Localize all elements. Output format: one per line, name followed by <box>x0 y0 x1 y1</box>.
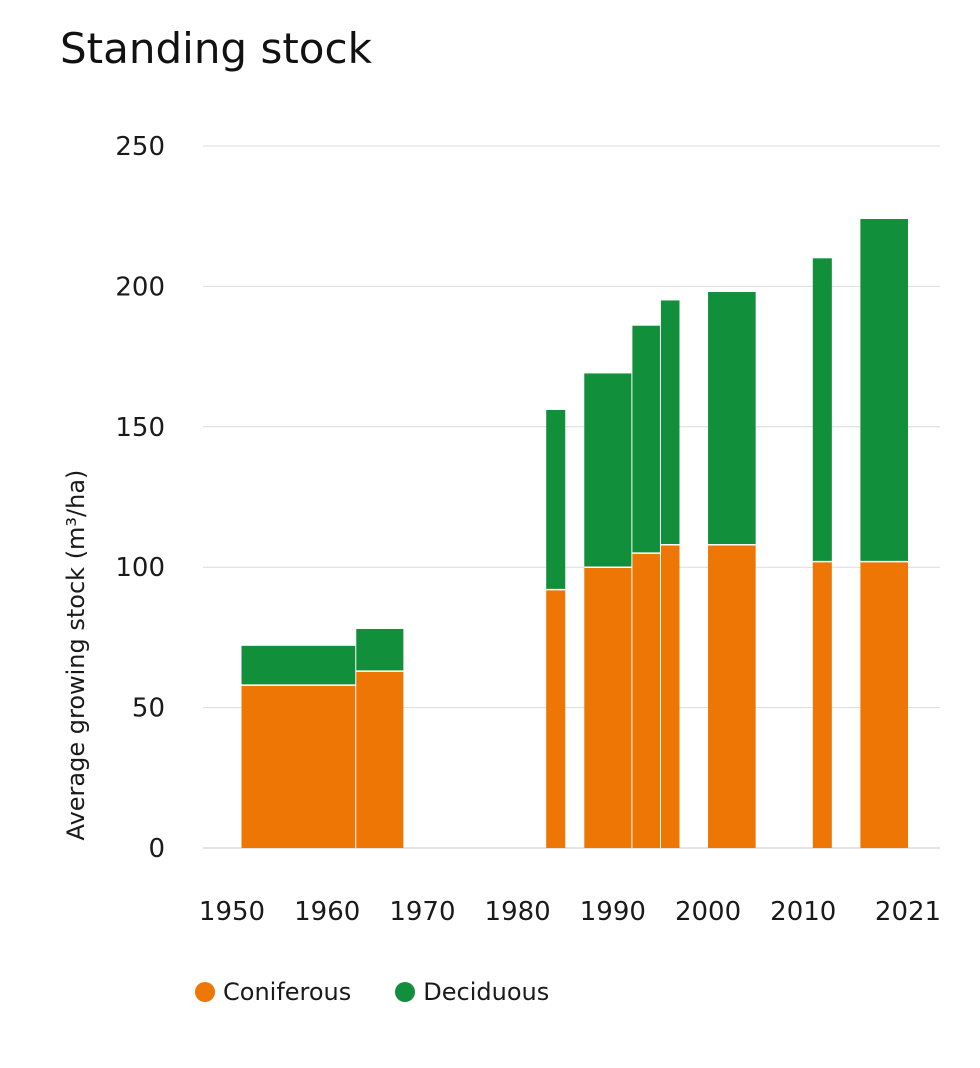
legend-swatch-coniferous <box>195 982 215 1002</box>
x-tick-label: 1990 <box>580 897 646 927</box>
x-tick-label: 2010 <box>770 897 836 927</box>
y-tick-label: 0 <box>148 834 165 864</box>
y-tick-label: 50 <box>132 694 165 724</box>
chart-title: Standing stock <box>60 24 372 73</box>
bar-deciduous-1 <box>355 628 404 672</box>
legend-label-coniferous: Coniferous <box>223 978 352 1006</box>
y-axis-title: Average growing stock (m³/ha) <box>62 470 90 841</box>
bar-deciduous-7 <box>812 258 832 562</box>
bar-coniferous-2 <box>546 589 566 848</box>
bar-coniferous-1 <box>355 671 404 848</box>
legend: Coniferous Deciduous <box>195 978 549 1006</box>
bar-deciduous-5 <box>660 300 680 545</box>
bar-deciduous-2 <box>546 409 566 590</box>
y-tick-label: 200 <box>115 272 165 302</box>
bar-deciduous-8 <box>860 219 908 562</box>
bar-deciduous-6 <box>708 292 756 545</box>
y-tick-labels: 0 50 100 150 200 250 <box>115 132 165 864</box>
bar-coniferous-4 <box>631 553 661 848</box>
x-tick-label: 2000 <box>675 897 741 927</box>
bar-deciduous-3 <box>584 373 632 568</box>
legend-swatch-deciduous <box>395 982 416 1002</box>
bar-coniferous-0 <box>241 685 356 848</box>
x-tick-label: 2021 <box>875 897 941 927</box>
y-tick-label: 150 <box>115 413 165 443</box>
x-tick-label: 1960 <box>294 897 360 927</box>
bar-coniferous-5 <box>660 544 680 848</box>
legend-item-deciduous: Deciduous <box>395 978 549 1006</box>
x-tick-label: 1950 <box>199 897 265 927</box>
x-tick-label: 1980 <box>485 897 551 927</box>
bar-coniferous-8 <box>860 561 908 848</box>
bar-deciduous-0 <box>241 645 356 686</box>
bar-coniferous-7 <box>812 561 832 848</box>
legend-item-coniferous: Coniferous <box>195 978 351 1006</box>
bars <box>241 219 908 848</box>
y-tick-label: 250 <box>115 132 165 162</box>
bar-deciduous-4 <box>631 325 661 554</box>
x-tick-labels: 1950 1960 1970 1980 1990 2000 2010 2021 <box>199 897 941 927</box>
legend-label-deciduous: Deciduous <box>423 978 550 1006</box>
bar-coniferous-6 <box>708 544 756 848</box>
bar-coniferous-3 <box>584 567 632 848</box>
y-tick-label: 100 <box>115 553 165 583</box>
x-tick-label: 1970 <box>389 897 455 927</box>
